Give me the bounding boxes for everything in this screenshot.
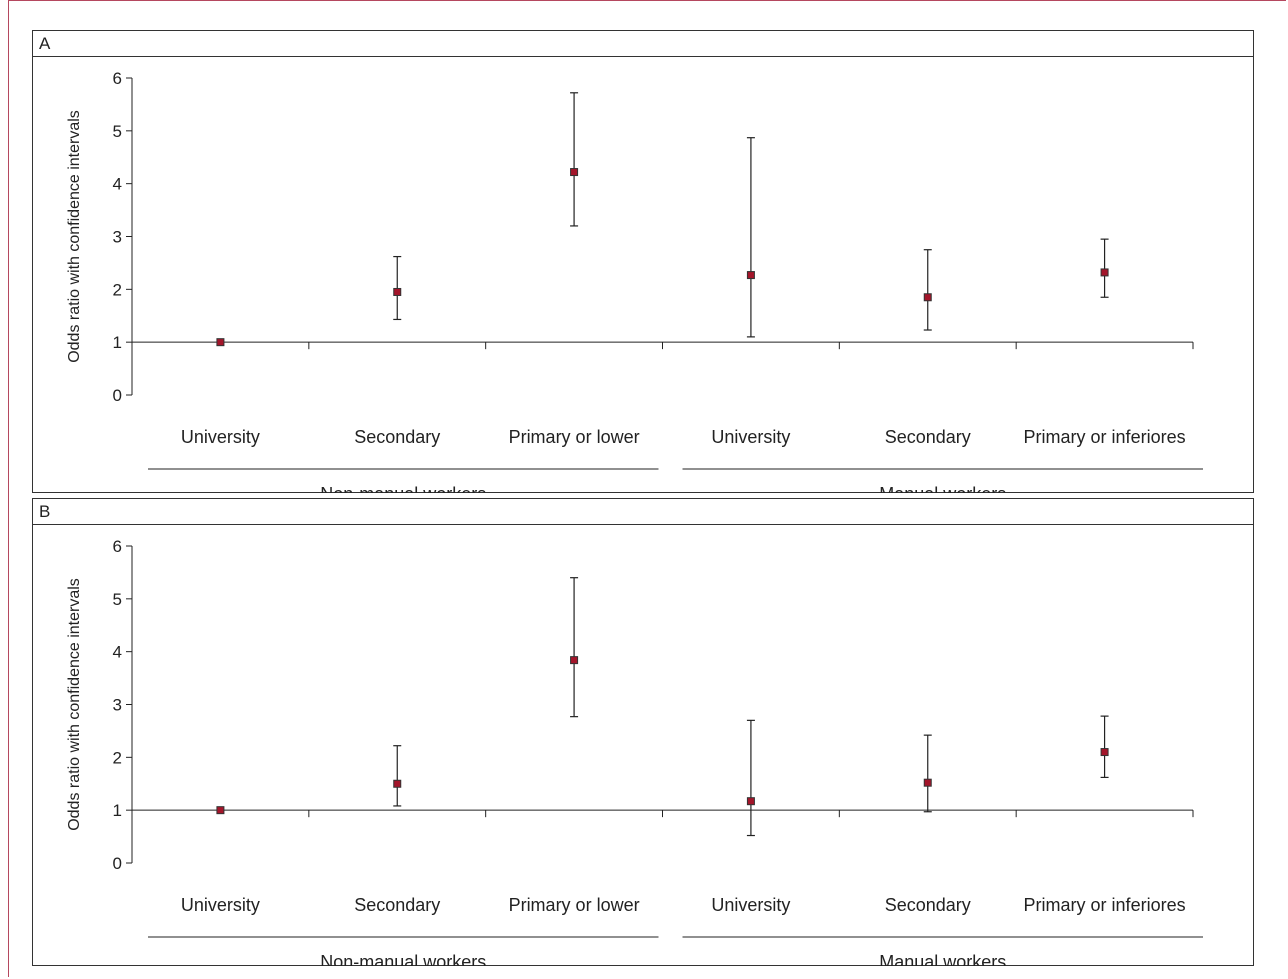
chart-b-point-2 bbox=[570, 577, 579, 718]
chart-b-group-label: Manual workers bbox=[879, 952, 1006, 966]
chart-a-y-axis-title: Odds ratio with confidence intervals bbox=[66, 110, 83, 363]
chart-panel-a: A 0 1 2 3 4 5 6 Odds ratio with confidence inte… bbox=[32, 30, 1254, 493]
chart-b-y-tick-label: 0 bbox=[113, 854, 122, 873]
chart-a-marker bbox=[393, 287, 402, 296]
panel-a-header: A bbox=[33, 31, 1253, 57]
chart-b-marker bbox=[746, 797, 755, 806]
chart-a-y-tick-label: 5 bbox=[113, 122, 122, 141]
chart-a-y-tick-label: 0 bbox=[113, 386, 122, 405]
chart-panel-b: B 0 1 2 3 4 5 6 Odds ratio with confidence inte… bbox=[32, 498, 1254, 966]
chart-b-marker bbox=[393, 779, 402, 788]
chart-a-category-label: University bbox=[181, 427, 260, 447]
chart-a-group-label: Manual workers bbox=[879, 484, 1006, 493]
chart-b-y-tick-label: 6 bbox=[113, 537, 122, 556]
chart-a-category-label: University bbox=[711, 427, 790, 447]
chart-b-y-axis-title: Odds ratio with confidence intervals bbox=[66, 578, 83, 831]
chart-b-y-tick-label: 1 bbox=[113, 801, 122, 820]
chart-b-y-tick-label: 5 bbox=[113, 590, 122, 609]
chart-b-point-4 bbox=[923, 734, 932, 813]
panel-b-header: B bbox=[33, 499, 1253, 525]
chart-a-marker bbox=[746, 271, 755, 280]
chart-b-category-label: University bbox=[181, 895, 260, 915]
chart-a-y-tick-label: 4 bbox=[113, 175, 122, 194]
chart-b-y-tick-label: 3 bbox=[113, 696, 122, 715]
chart-b-group-label: Non-manual workers bbox=[320, 952, 486, 966]
chart-b-category-label: Secondary bbox=[885, 895, 971, 915]
chart-b-marker bbox=[570, 656, 579, 665]
chart-a-category-label: Primary or inferiores bbox=[1024, 427, 1186, 447]
chart-a-point-5 bbox=[1100, 238, 1109, 298]
chart-b-category-label: Primary or lower bbox=[509, 895, 640, 915]
chart-a-point-2 bbox=[570, 92, 579, 227]
chart-b-y-tick-label: 4 bbox=[113, 643, 122, 662]
chart-a-plot: 0 1 2 3 4 5 6 Odds ratio with confidence interv… bbox=[66, 69, 1203, 493]
chart-a-y-tick-label: 3 bbox=[113, 228, 122, 247]
chart-a-category-label: Primary or lower bbox=[509, 427, 640, 447]
chart-a-point-4 bbox=[923, 249, 932, 331]
chart-a-point-0 bbox=[216, 338, 225, 347]
chart-a-marker bbox=[216, 338, 225, 347]
chart-a-point-1 bbox=[393, 255, 402, 321]
chart-b-marker bbox=[923, 778, 932, 787]
chart-b-category-label: University bbox=[711, 895, 790, 915]
chart-a-y-tick-label: 1 bbox=[113, 333, 122, 352]
chart-b-point-5 bbox=[1100, 715, 1109, 779]
chart-b-marker bbox=[216, 806, 225, 815]
chart-b-category-label: Primary or inferiores bbox=[1024, 895, 1186, 915]
chart-a-group-label: Non-manual workers bbox=[320, 484, 486, 493]
chart-a-point-3 bbox=[746, 137, 755, 338]
chart-b-marker bbox=[1100, 748, 1109, 757]
chart-b-point-1 bbox=[393, 745, 402, 807]
chart-a-marker bbox=[923, 293, 932, 302]
chart-a-y-tick-label: 2 bbox=[113, 280, 122, 299]
figure-frame bbox=[8, 0, 1286, 977]
chart-a-category-label: Secondary bbox=[354, 427, 440, 447]
chart-a-marker bbox=[570, 168, 579, 177]
chart-a-y-tick-label: 6 bbox=[113, 69, 122, 88]
panel-b-letter: B bbox=[39, 502, 51, 521]
chart-a-category-label: Secondary bbox=[885, 427, 971, 447]
chart-a-marker bbox=[1100, 268, 1109, 277]
chart-b-category-label: Secondary bbox=[354, 895, 440, 915]
panel-a-letter: A bbox=[39, 34, 51, 53]
chart-b-y-tick-label: 2 bbox=[113, 748, 122, 767]
chart-b-point-3 bbox=[746, 719, 755, 837]
chart-b-point-0 bbox=[216, 806, 225, 815]
chart-b-plot: 0 1 2 3 4 5 6 Odds ratio with confidence interv… bbox=[66, 537, 1203, 966]
